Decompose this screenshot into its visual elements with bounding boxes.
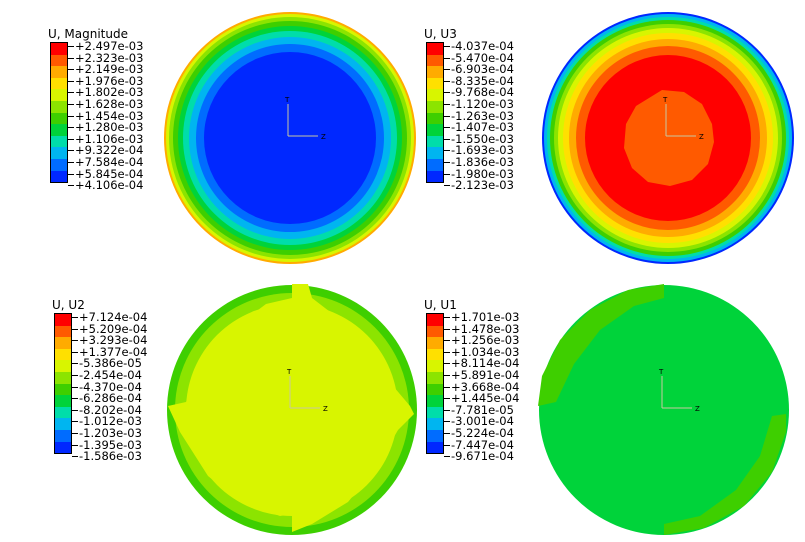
legend-value: +1.454e-03 [68, 110, 143, 123]
legend-value: +8.114e-04 [444, 358, 519, 370]
legend-value: +2.497e-03 [68, 40, 143, 53]
legend-value: +1.701e-03 [444, 311, 519, 324]
legend-title: U, Magnitude [48, 27, 128, 41]
legend-value: -1.012e-03 [72, 416, 147, 428]
legend-value: +1.478e-03 [444, 323, 519, 336]
legend-value: -1.836e-03 [444, 156, 514, 169]
axis-triad: T Z [284, 96, 326, 141]
legend-value: +5.845e-04 [68, 168, 143, 181]
legend-value: -1.550e-03 [444, 133, 514, 146]
legend-value: +7.124e-04 [72, 311, 147, 324]
legend-value: -1.586e-03 [72, 451, 147, 463]
legend-colorbar [54, 313, 72, 455]
legend-values: +2.497e-03 +2.323e-03 +2.149e-03 +1.976e… [68, 40, 143, 192]
legend-value: -1.693e-03 [444, 145, 514, 157]
axis-label-t: T [662, 96, 668, 104]
axis-triad: T Z [662, 96, 704, 141]
legend-value: +5.209e-04 [72, 323, 147, 336]
legend-values: -4.037e-04 -5.470e-04 -6.903e-04 -8.335e… [444, 40, 514, 192]
legend-value: +1.280e-03 [68, 122, 143, 134]
legend-value: -1.395e-03 [72, 439, 147, 452]
legend-value: -2.454e-04 [72, 369, 147, 382]
axis-label-z: Z [695, 405, 700, 413]
legend-value: -1.203e-03 [72, 427, 147, 440]
legend-title: U, U2 [52, 298, 85, 312]
legend-value: +1.034e-03 [444, 346, 519, 359]
legend-value: -9.671e-04 [444, 451, 519, 463]
legend-values: +7.124e-04 +5.209e-04 +3.293e-04 +1.377e… [72, 311, 147, 463]
legend-value: -9.768e-04 [444, 87, 514, 99]
legend-value: +3.293e-04 [72, 335, 147, 347]
legend-value: -4.037e-04 [444, 40, 514, 53]
legend-value: -8.335e-04 [444, 75, 514, 88]
contour-plot-magnitude: T Z [164, 12, 416, 264]
legend-value: -1.263e-03 [444, 110, 514, 123]
legend-value: +2.149e-03 [68, 64, 143, 76]
legend-value: +1.802e-03 [68, 87, 143, 99]
legend-value: +1.106e-03 [68, 133, 143, 146]
legend-value: -7.781e-05 [444, 404, 519, 417]
legend-value: +2.323e-03 [68, 52, 143, 65]
legend-value: +4.106e-04 [68, 180, 143, 192]
legend-value: -7.447e-04 [444, 439, 519, 452]
legend-colorbar [426, 313, 444, 455]
legend-value: -8.202e-04 [72, 404, 147, 417]
legend-value: -5.224e-04 [444, 427, 519, 440]
contour-plot-u2: T Z [167, 284, 417, 535]
legend-value: -5.386e-05 [72, 358, 147, 370]
legend-value: -5.470e-04 [444, 52, 514, 65]
legend-value: +1.976e-03 [68, 75, 143, 88]
axis-label-z: Z [699, 133, 704, 141]
legend-value: +1.445e-04 [444, 393, 519, 405]
contour-plot-u3: T Z [542, 12, 794, 264]
legend-value: +1.628e-03 [68, 98, 143, 111]
legend-value: -2.123e-03 [444, 180, 514, 192]
legend-title: U, U1 [424, 298, 457, 312]
legend-value: -1.407e-03 [444, 122, 514, 134]
axis-label-t: T [284, 96, 290, 104]
legend-value: +1.256e-03 [444, 335, 519, 347]
legend-colorbar [50, 42, 68, 184]
axis-triad: T Z [658, 368, 700, 413]
axis-triad: T Z [286, 368, 328, 413]
legend-value: +3.668e-04 [444, 381, 519, 394]
legend-value: -6.286e-04 [72, 393, 147, 405]
legend-value: +7.584e-04 [68, 156, 143, 169]
legend-value: -4.370e-04 [72, 381, 147, 394]
legend-value: -3.001e-04 [444, 416, 519, 428]
legend-value: +9.322e-04 [68, 145, 143, 157]
legend-colorbar [426, 42, 444, 184]
contour-plot-u1: T Z [538, 284, 789, 535]
legend-value: -1.120e-03 [444, 98, 514, 111]
axis-label-t: T [658, 368, 664, 376]
legend-values: +1.701e-03 +1.478e-03 +1.256e-03 +1.034e… [444, 311, 519, 463]
legend-value: +1.377e-04 [72, 346, 147, 359]
axis-label-z: Z [323, 405, 328, 413]
legend-value: -1.980e-03 [444, 168, 514, 181]
legend-title: U, U3 [424, 27, 457, 41]
legend-value: +5.891e-04 [444, 369, 519, 382]
legend-value: -6.903e-04 [444, 64, 514, 76]
axis-label-t: T [286, 368, 292, 376]
axis-label-z: Z [321, 133, 326, 141]
